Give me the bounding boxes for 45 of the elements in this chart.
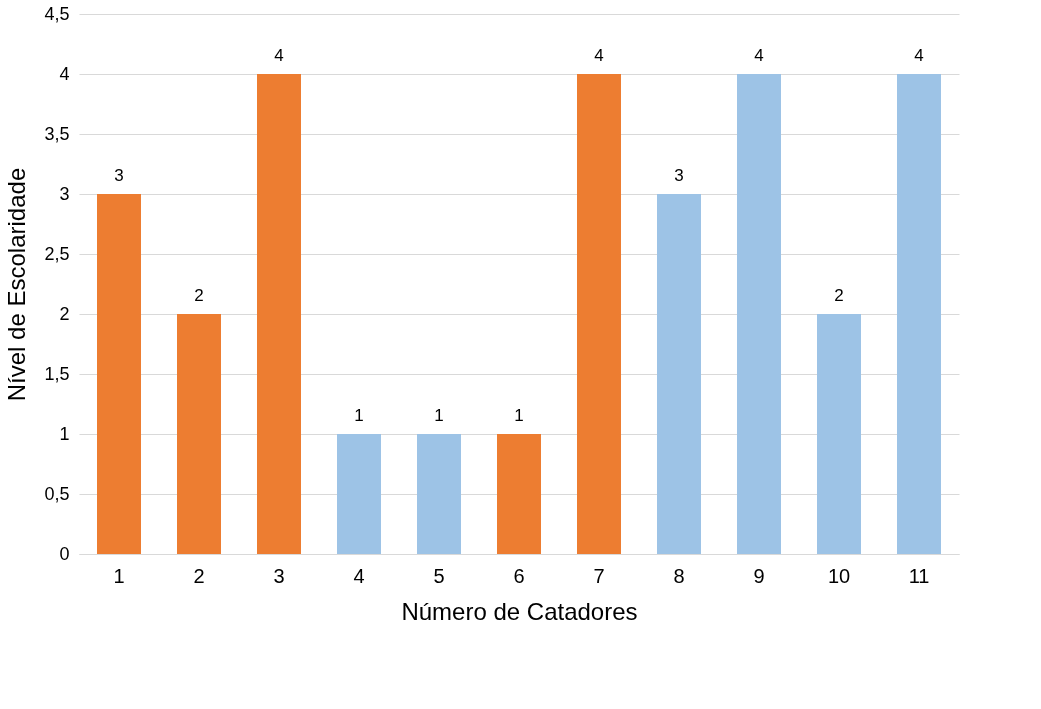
x-tick-label: 11 <box>908 564 930 587</box>
y-tick-label: 4 <box>59 63 70 84</box>
x-tick-label: 2 <box>193 564 205 587</box>
data-label: 4 <box>594 46 604 65</box>
y-tick-label: 0,5 <box>44 483 70 504</box>
y-tick-label: 1,5 <box>44 363 70 384</box>
data-label: 3 <box>674 166 684 185</box>
x-tick-label: 9 <box>753 564 765 587</box>
bar <box>177 314 221 554</box>
bar <box>817 314 861 554</box>
x-tick-label: 1 <box>113 564 125 587</box>
bar <box>257 74 301 554</box>
y-tick-label: 3 <box>59 183 70 204</box>
bar <box>417 434 461 554</box>
bar <box>657 194 701 554</box>
y-tick-label: 2 <box>59 303 70 324</box>
data-label: 4 <box>754 46 764 65</box>
data-label: 4 <box>914 46 924 65</box>
bar <box>97 194 141 554</box>
x-tick-label: 3 <box>273 564 285 587</box>
bar <box>737 74 781 554</box>
bar <box>577 74 621 554</box>
x-tick-label: 8 <box>673 564 685 587</box>
data-label: 4 <box>274 46 284 65</box>
x-tick-label: 4 <box>353 564 365 587</box>
y-tick-label: 1 <box>59 423 70 444</box>
y-tick-label: 2,5 <box>44 243 70 264</box>
bar <box>497 434 541 554</box>
bar <box>337 434 381 554</box>
y-tick-label: 4,5 <box>44 3 70 24</box>
y-axis-title: Nível de Escolaridade <box>3 167 31 402</box>
bar <box>897 74 941 554</box>
data-label: 1 <box>434 406 444 425</box>
data-label: 1 <box>354 406 364 425</box>
data-label: 3 <box>114 166 124 185</box>
data-label: 2 <box>194 286 204 305</box>
data-label: 1 <box>514 406 524 425</box>
x-tick-label: 10 <box>827 564 851 587</box>
data-label: 2 <box>834 286 844 305</box>
x-tick-label: 6 <box>513 564 525 587</box>
x-tick-label: 7 <box>593 564 605 587</box>
y-tick-label: 3,5 <box>44 123 70 144</box>
x-axis-title: Número de Catadores <box>401 597 638 625</box>
x-tick-label: 5 <box>433 564 445 587</box>
y-tick-label: 0 <box>59 543 70 564</box>
